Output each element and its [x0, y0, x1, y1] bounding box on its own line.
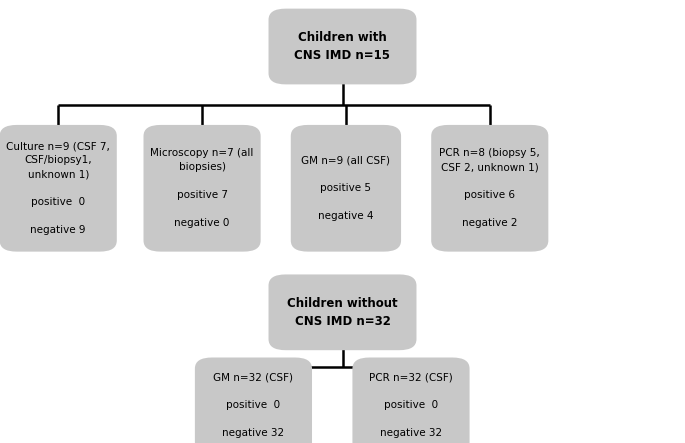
FancyBboxPatch shape: [269, 275, 416, 350]
Text: GM n=32 (CSF)

positive  0

negative 32: GM n=32 (CSF) positive 0 negative 32: [214, 373, 293, 438]
FancyBboxPatch shape: [432, 125, 548, 252]
Text: Children without
CNS IMD n=32: Children without CNS IMD n=32: [287, 297, 398, 328]
Text: Culture n=9 (CSF 7,
CSF/biopsy1,
unknown 1)

positive  0

negative 9: Culture n=9 (CSF 7, CSF/biopsy1, unknown…: [6, 141, 110, 235]
FancyBboxPatch shape: [352, 358, 470, 443]
FancyBboxPatch shape: [290, 125, 401, 252]
Text: Children with
CNS IMD n=15: Children with CNS IMD n=15: [295, 31, 390, 62]
Text: PCR n=32 (CSF)

positive  0

negative 32: PCR n=32 (CSF) positive 0 negative 32: [369, 373, 453, 438]
FancyBboxPatch shape: [195, 358, 312, 443]
FancyBboxPatch shape: [143, 125, 260, 252]
Text: GM n=9 (all CSF)

positive 5

negative 4: GM n=9 (all CSF) positive 5 negative 4: [301, 155, 390, 221]
FancyBboxPatch shape: [0, 125, 116, 252]
Text: Microscopy n=7 (all
biopsies)

positive 7

negative 0: Microscopy n=7 (all biopsies) positive 7…: [151, 148, 253, 228]
Text: PCR n=8 (biopsy 5,
CSF 2, unknown 1)

positive 6

negative 2: PCR n=8 (biopsy 5, CSF 2, unknown 1) pos…: [439, 148, 540, 228]
FancyBboxPatch shape: [269, 9, 416, 85]
